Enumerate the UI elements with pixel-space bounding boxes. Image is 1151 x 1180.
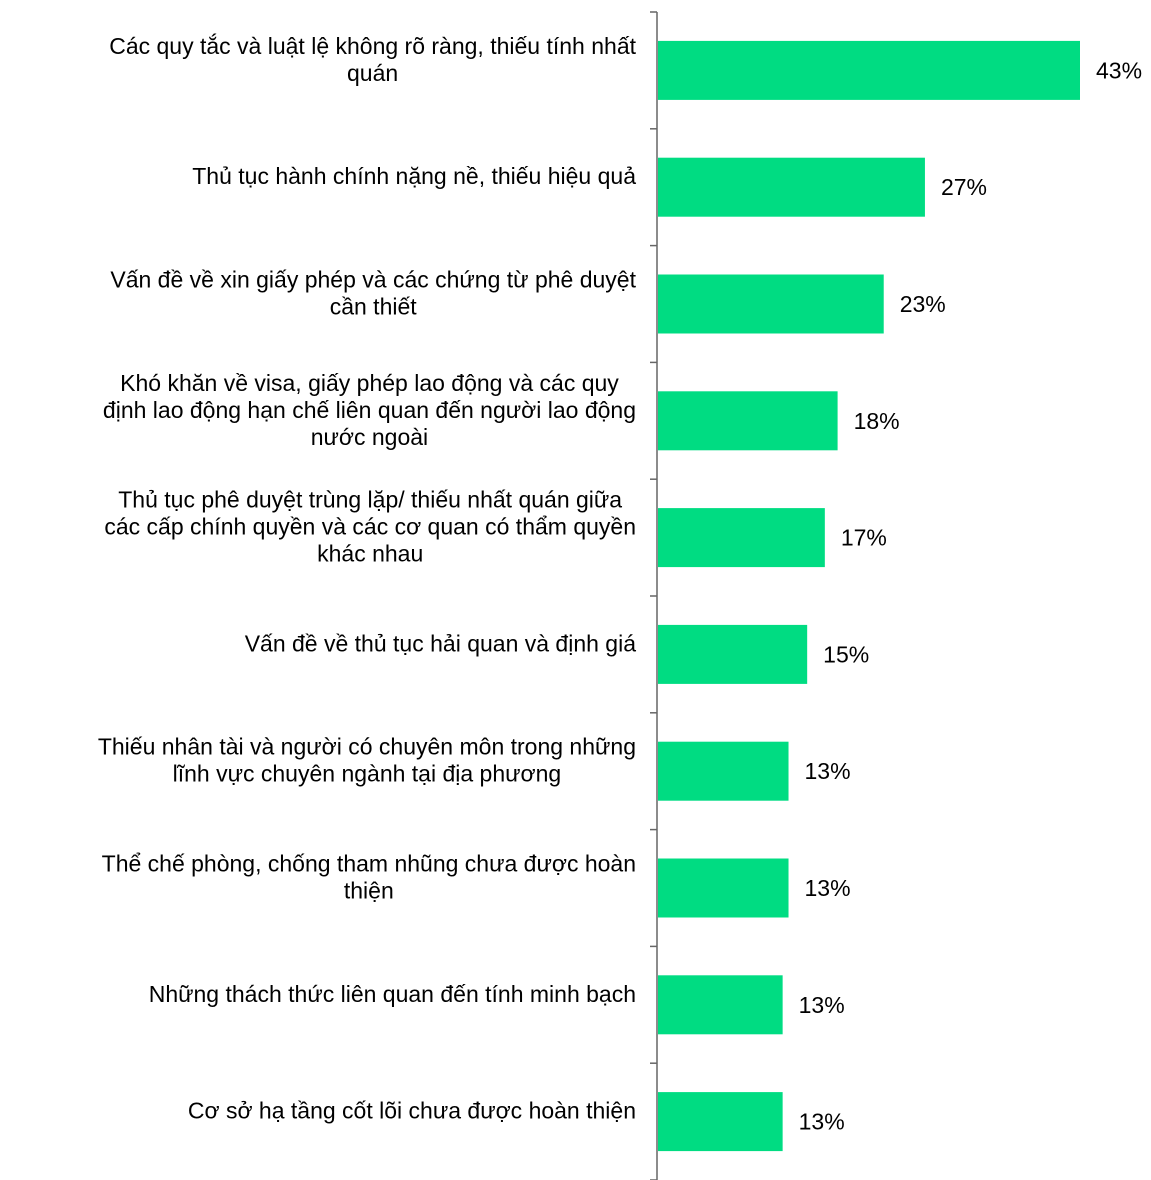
value-label-9: 13% <box>799 992 845 1018</box>
value-label-6: 15% <box>823 641 869 667</box>
value-label-4: 18% <box>854 408 900 434</box>
bar-8 <box>658 858 789 918</box>
axis-layer <box>650 11 658 1180</box>
bar-2 <box>658 157 925 217</box>
value-label-2: 27% <box>941 174 987 200</box>
category-label-1: Các quy tắc và luật lệ không rõ ràng, th… <box>109 33 636 86</box>
value-label-3: 23% <box>900 291 946 317</box>
category-label-2: Thủ tục hành chính nặng nề, thiếu hiệu q… <box>192 163 636 189</box>
bar-5 <box>658 508 825 568</box>
category-label-3: Vấn đề về xin giấy phép và các chứng từ … <box>110 267 636 320</box>
category-label-7: Thiếu nhân tài và người có chuyên môn tr… <box>98 734 636 787</box>
category-label-6: Vấn đề về thủ tục hải quan và định giá <box>245 630 637 656</box>
bar-7 <box>658 741 789 801</box>
value-label-1: 43% <box>1096 57 1142 83</box>
category-label-8: Thể chế phòng, chống tham nhũng chưa đượ… <box>102 851 636 904</box>
value-label-5: 17% <box>841 525 887 551</box>
category-label-10: Cơ sở hạ tầng cốt lõi chưa được hoàn thi… <box>188 1098 636 1124</box>
category-label-9: Những thách thức liên quan đến tính minh… <box>149 981 636 1007</box>
bar-1 <box>658 40 1080 100</box>
value-label-8: 13% <box>805 875 851 901</box>
value-label-10: 13% <box>799 1109 845 1135</box>
labels-layer: 43% Các quy tắc và luật lệ không rõ ràng,… <box>98 33 1142 1135</box>
bar-10 <box>658 1092 783 1152</box>
category-label-4: Khó khăn về visa, giấy phép lao động và … <box>103 370 636 450</box>
value-label-7: 13% <box>805 758 851 784</box>
bar-4 <box>658 391 838 451</box>
bar-3 <box>658 274 884 334</box>
bar-9 <box>658 975 783 1035</box>
bars-layer <box>658 40 1080 1152</box>
bar-6 <box>658 624 808 684</box>
category-label-5: Thủ tục phê duyệt trùng lặp/ thiếu nhất … <box>104 487 636 567</box>
